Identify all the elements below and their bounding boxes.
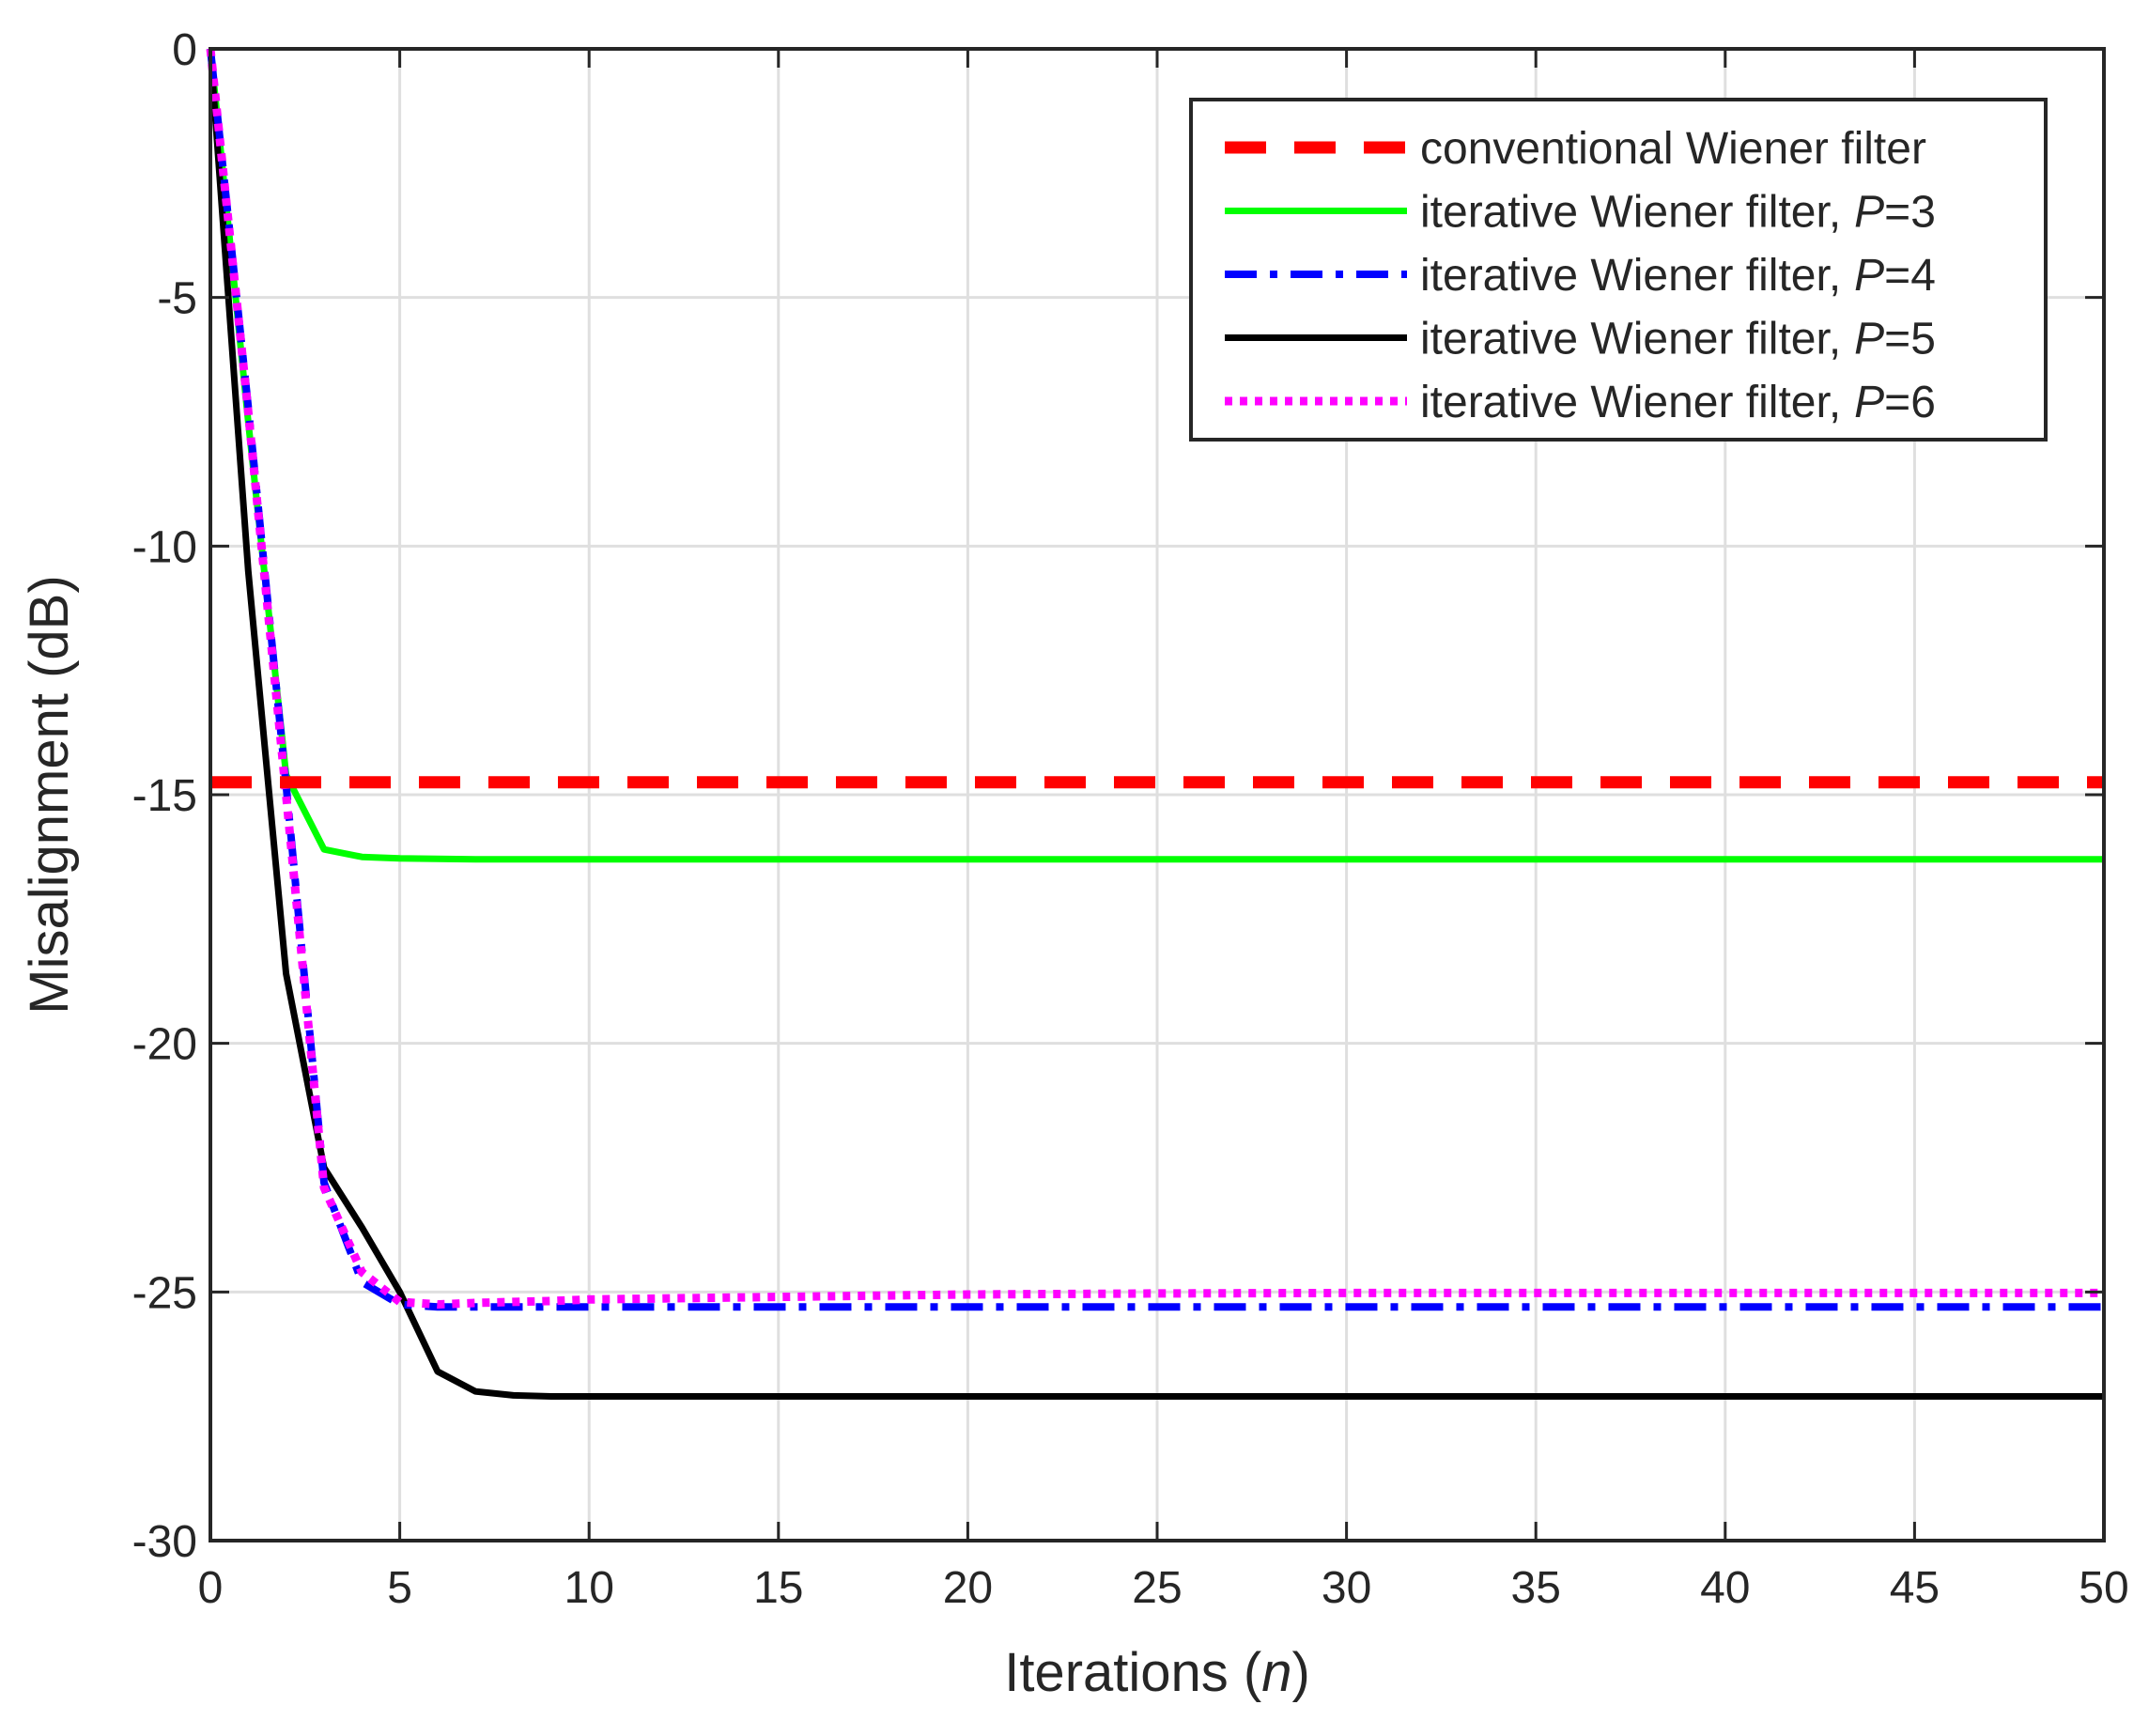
legend: conventional Wiener filter iterative Wien… [1189, 98, 2048, 442]
tick-labels-group: 0 5 10 15 20 25 30 35 40 45 50 0 -5 -10 -15 -20 -25 -30 [132, 25, 2129, 1613]
ticks-group [209, 47, 2106, 1542]
legend-label: iterative Wiener filter, P=6 [1420, 378, 1936, 427]
y-tick-label: -15 [132, 771, 197, 821]
series-group [206, 48, 2104, 1400]
y-tick-label: 0 [172, 25, 197, 75]
x-tick-label: 20 [943, 1563, 993, 1613]
series-line-p6 [206, 48, 2104, 1310]
x-tick-label: 25 [1132, 1563, 1182, 1613]
x-tick-label: 45 [1890, 1563, 1940, 1613]
legend-label: conventional Wiener filter [1420, 124, 1926, 174]
series-line-p3 [207, 48, 2104, 863]
y-axis-label: Misalignment (dB) [19, 575, 80, 1014]
legend-box [1189, 98, 2048, 442]
y-tick-label: -10 [132, 522, 197, 572]
legend-label: iterative Wiener filter, P=3 [1420, 188, 1936, 238]
legend-label: iterative Wiener filter, P=4 [1420, 251, 1936, 301]
series-line-p4 [207, 48, 2104, 1311]
x-tick-label: 10 [564, 1563, 614, 1613]
y-tick-label: -20 [132, 1020, 197, 1070]
x-tick-label: 50 [2079, 1563, 2128, 1613]
y-tick-label: -30 [132, 1517, 197, 1567]
y-tick-label: -25 [132, 1268, 197, 1318]
x-tick-label: 15 [753, 1563, 803, 1613]
x-tick-label: 0 [198, 1563, 224, 1613]
x-tick-label: 30 [1322, 1563, 1371, 1613]
x-tick-label: 40 [1700, 1563, 1750, 1613]
x-axis-label: Iterations (n) [1004, 1642, 1310, 1703]
legend-label: iterative Wiener filter, P=5 [1420, 315, 1936, 364]
x-tick-label: 5 [387, 1563, 412, 1613]
y-tick-label: -5 [157, 274, 197, 324]
x-tick-label: 35 [1511, 1563, 1561, 1613]
